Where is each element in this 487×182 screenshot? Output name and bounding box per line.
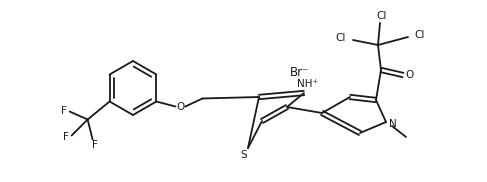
Text: O: O xyxy=(406,70,414,80)
Text: F: F xyxy=(92,141,97,151)
Text: Cl: Cl xyxy=(377,11,387,21)
Text: Br⁻: Br⁻ xyxy=(290,66,310,80)
Text: NH⁺: NH⁺ xyxy=(297,79,318,89)
Text: S: S xyxy=(241,150,247,160)
Text: F: F xyxy=(63,132,69,143)
Text: F: F xyxy=(61,106,67,116)
Text: N: N xyxy=(389,119,397,129)
Text: O: O xyxy=(176,102,185,112)
Text: Cl: Cl xyxy=(415,30,425,40)
Text: Cl: Cl xyxy=(336,33,346,43)
